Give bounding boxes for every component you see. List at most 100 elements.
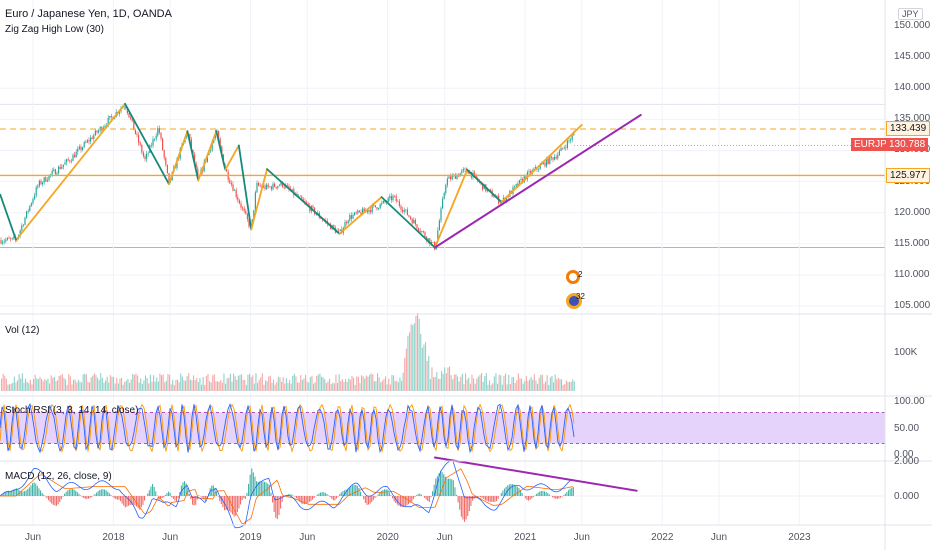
candle-body — [254, 192, 256, 211]
volume-bar — [45, 380, 47, 391]
macd-histogram-bar — [449, 478, 451, 496]
macd-histogram-bar — [235, 496, 237, 516]
volume-bar — [301, 380, 303, 391]
macd-histogram-bar — [177, 496, 179, 499]
volume-bar — [316, 375, 318, 391]
macd-histogram-bar — [296, 496, 298, 499]
macd-histogram-bar — [340, 492, 342, 496]
macd-histogram-bar — [110, 494, 112, 496]
candle-body — [286, 185, 288, 186]
candle-body — [165, 157, 167, 165]
price-axis-tick: 110.000 — [894, 268, 930, 280]
volume-bar — [225, 383, 227, 391]
candle-body — [34, 195, 36, 199]
candle-body — [53, 169, 55, 171]
volume-bar — [300, 375, 302, 391]
volume-bar — [436, 372, 438, 391]
candle-body — [397, 201, 399, 202]
volume-title[interactable]: Vol (12) — [5, 325, 40, 336]
macd-histogram-bar — [353, 484, 355, 496]
volume-bar — [90, 377, 92, 391]
volume-bar — [117, 383, 119, 391]
volume-bar — [124, 381, 126, 391]
macd-histogram-bar — [25, 490, 27, 496]
macd-histogram-bar — [155, 491, 157, 496]
volume-bar — [236, 379, 238, 391]
candle-body — [162, 138, 164, 151]
volume-bar — [413, 323, 415, 391]
macd-histogram-bar — [43, 494, 45, 496]
macd-histogram-bar — [321, 492, 323, 496]
candle-body — [459, 173, 461, 177]
volume-bar — [426, 360, 428, 391]
macd-histogram-bar — [460, 496, 462, 517]
macd-histogram-bar — [420, 494, 422, 496]
volume-bar — [279, 377, 281, 391]
candle-body — [133, 120, 135, 130]
macd-histogram-bar — [236, 496, 238, 513]
macd-histogram-bar — [81, 496, 83, 497]
volume-bar — [101, 377, 103, 391]
volume-bar — [415, 315, 417, 391]
volume-bar — [527, 381, 529, 391]
volume-bar — [484, 376, 486, 391]
candle-body — [282, 182, 284, 187]
candle-body — [42, 182, 44, 185]
macd-histogram-bar — [444, 476, 446, 496]
macd-histogram-bar — [556, 496, 558, 499]
volume-bar — [417, 313, 419, 391]
candle-body — [339, 229, 341, 231]
candle-body — [38, 180, 40, 186]
candle-body — [136, 133, 138, 135]
volume-bar — [284, 383, 286, 391]
macd-histogram-bar — [102, 489, 104, 496]
candle-body — [8, 237, 10, 239]
volume-bar — [551, 375, 553, 391]
macd-histogram-bar — [564, 493, 566, 496]
volume-bar — [57, 380, 59, 391]
macd-histogram-bar — [88, 496, 90, 499]
volume-bar — [388, 378, 390, 391]
stoch-rsi-title[interactable]: Stoch RSI (3, 3, 14, 14, close) — [5, 405, 139, 416]
macd-histogram-bar — [409, 496, 411, 503]
volume-bar — [397, 382, 399, 391]
candle-body — [163, 150, 165, 158]
volume-bar — [68, 374, 70, 391]
volume-bar — [125, 380, 127, 391]
macd-histogram-bar — [486, 496, 488, 501]
volume-bar — [156, 377, 158, 391]
macd-histogram-bar — [4, 491, 6, 496]
macd-histogram-bar — [387, 489, 389, 496]
macd-histogram-bar — [504, 488, 506, 496]
volume-bar — [407, 335, 409, 391]
volume-bar — [5, 378, 7, 391]
macd-histogram-bar — [446, 479, 448, 496]
volume-bars — [1, 313, 575, 391]
macd-histogram-bar — [427, 496, 429, 501]
candle-body — [514, 185, 516, 188]
candle-body — [395, 196, 397, 202]
volume-bar — [455, 374, 457, 391]
macd-histogram-bar — [142, 496, 144, 505]
macd-histogram-bar — [553, 496, 555, 499]
macd-title[interactable]: MACD (12, 26, close, 9) — [5, 471, 112, 482]
volume-bar — [132, 373, 134, 391]
macd-histogram-bar — [104, 489, 106, 496]
candle-body — [283, 186, 285, 188]
earnings-event-icon[interactable] — [566, 293, 582, 309]
macd-histogram-bar — [257, 481, 259, 496]
volume-bar — [292, 375, 294, 391]
volume-bar — [269, 375, 271, 391]
macd-histogram-bar — [260, 481, 262, 496]
stoch-tick-100: 100.00 — [894, 396, 925, 407]
volume-bar — [460, 376, 462, 391]
macd-histogram-bar — [100, 489, 102, 496]
macd-histogram-bar — [329, 496, 331, 498]
candle-body — [189, 133, 191, 140]
macd-histogram-bar — [264, 481, 266, 496]
currency-button[interactable]: JPY — [898, 8, 923, 20]
volume-bar — [298, 382, 300, 391]
dividend-event-icon[interactable] — [566, 270, 580, 284]
time-axis-label: 2019 — [239, 532, 262, 543]
zigzag-indicator-title[interactable]: Zig Zag High Low (30) — [5, 24, 104, 35]
